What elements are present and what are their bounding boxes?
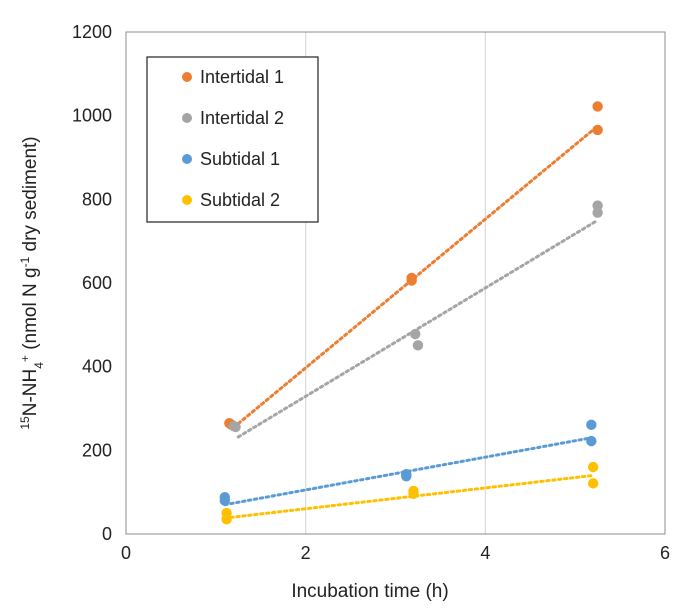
x-tick-label: 4 [480, 543, 490, 563]
data-point [401, 471, 412, 482]
legend-label: Intertidal 2 [200, 108, 284, 128]
legend: Intertidal 1 Intertidal 2 Subtidal 1 Subtid… [146, 56, 319, 223]
y-tick-label: 600 [82, 273, 112, 293]
x-tick-label: 6 [660, 543, 670, 563]
legend-label: Subtidal 2 [200, 190, 280, 210]
y-tick-label: 200 [82, 440, 112, 460]
plot-frame [125, 31, 666, 535]
data-point [230, 421, 241, 433]
x-axis-title: Incubation time (h) [291, 581, 448, 602]
data-point [406, 275, 417, 286]
data-point [592, 101, 603, 112]
data-point [586, 435, 597, 447]
data-point [408, 488, 419, 500]
data-point [412, 340, 424, 351]
legend-box [146, 56, 319, 223]
data-point [592, 200, 603, 211]
y-axis-title-unit: (nmol N g [20, 267, 41, 355]
y-axis-title-sub: 4 [32, 362, 46, 369]
y-tick-label: 1000 [72, 106, 112, 126]
legend-marker [182, 113, 192, 123]
legend-marker [182, 195, 192, 205]
data-point [592, 124, 603, 136]
y-tick-label: 1200 [72, 22, 112, 42]
y-tick-label: 400 [82, 357, 112, 377]
y-axis-title-sup: 15 [18, 416, 32, 430]
data-point [587, 478, 599, 489]
y-axis-title-tail: dry sediment) [20, 136, 41, 256]
data-point [592, 207, 603, 218]
y-axis-title-sup2: + [18, 355, 32, 362]
legend-marker [182, 72, 192, 82]
trendline [236, 218, 600, 439]
data-point [410, 328, 421, 340]
legend-marker [182, 154, 192, 164]
y-axis-title-main: N-NH [20, 369, 41, 417]
y-axis-title-sup3: -1 [18, 256, 32, 267]
x-tick-label: 0 [121, 543, 131, 563]
legend-label: Subtidal 1 [200, 149, 280, 169]
data-point [587, 461, 599, 473]
tick-labels: 0 2 4 6 0 200 400 600 800 1000 1200 [72, 22, 670, 563]
data-point [221, 514, 232, 525]
y-tick-label: 0 [102, 524, 112, 544]
data-point [586, 419, 597, 431]
grid-lines [305, 32, 486, 534]
data-points [219, 101, 603, 525]
y-tick-label: 800 [82, 189, 112, 209]
trendline [223, 473, 595, 520]
x-tick-label: 2 [301, 543, 311, 563]
legend-label: Intertidal 1 [200, 67, 284, 87]
data-point [219, 495, 231, 506]
y-axis-title: 15N-NH4+ (nmol N g-1 dry sediment) [18, 136, 46, 429]
